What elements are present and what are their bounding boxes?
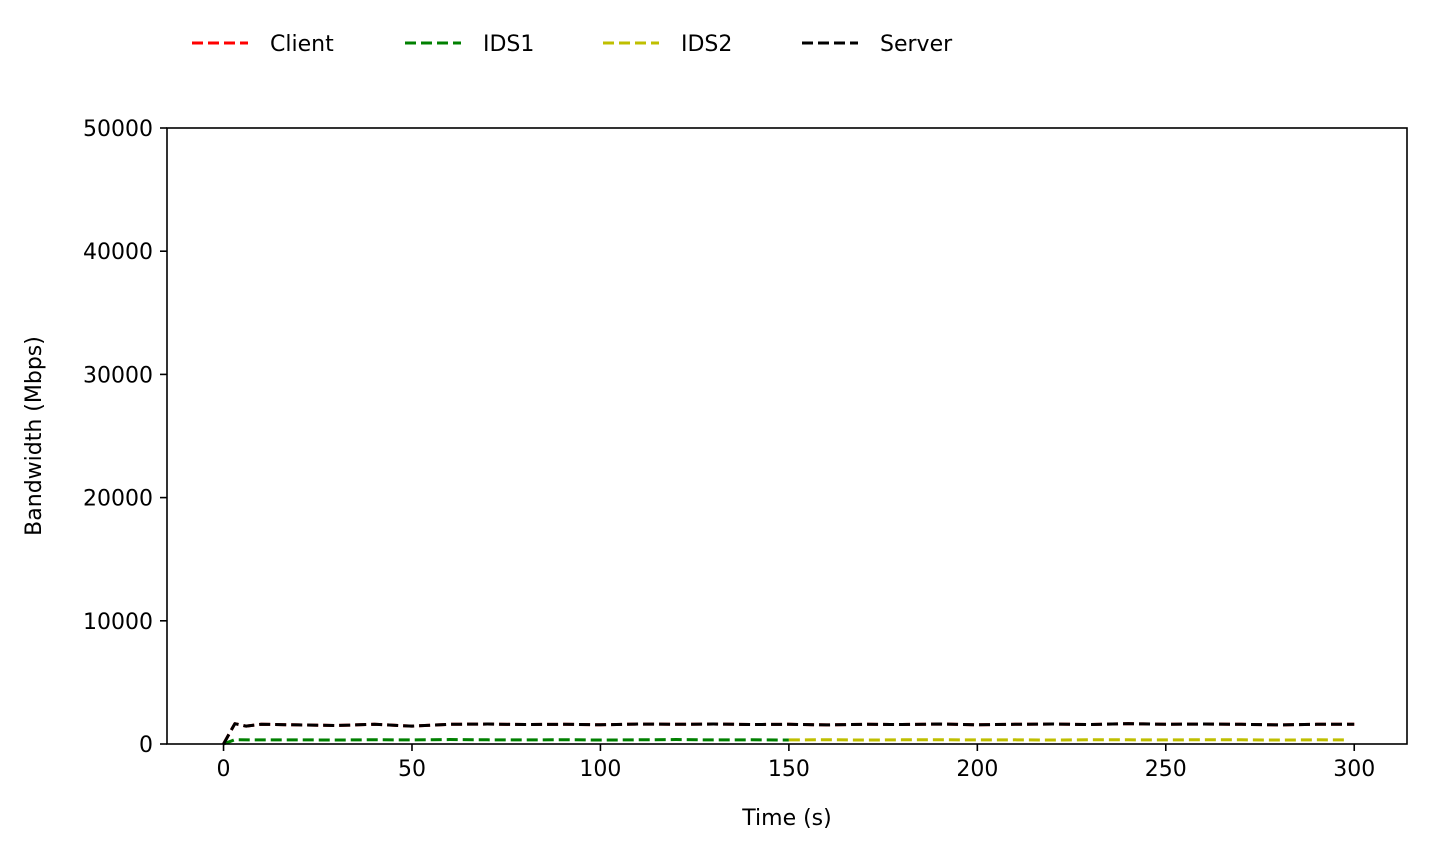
y-tick-label: 30000 bbox=[83, 363, 153, 388]
x-tick-label: 200 bbox=[956, 757, 998, 782]
series-layer bbox=[222, 722, 1355, 746]
y-tick-label: 40000 bbox=[83, 240, 153, 265]
y-tick-label: 0 bbox=[139, 733, 153, 758]
x-tick-label: 100 bbox=[579, 757, 621, 782]
legend-item-client: Client bbox=[192, 32, 334, 57]
series-line-ids1 bbox=[222, 738, 789, 746]
y-axis: 0 10000 20000 30000 40000 50000 bbox=[83, 117, 167, 758]
x-axis-title: Time (s) bbox=[741, 806, 831, 831]
legend-item-ids2: IDS2 bbox=[603, 32, 732, 57]
y-axis-title: Bandwidth (Mbps) bbox=[22, 336, 47, 536]
plot-frame bbox=[166, 127, 1408, 745]
x-tick-label: 150 bbox=[768, 757, 810, 782]
x-tick-label: 50 bbox=[398, 757, 426, 782]
y-tick-label: 10000 bbox=[83, 610, 153, 635]
legend-label: IDS2 bbox=[681, 32, 732, 57]
legend-label: Client bbox=[270, 32, 334, 57]
y-tick-label: 50000 bbox=[83, 117, 153, 142]
x-axis: 0 50 100 150 200 250 300 bbox=[217, 744, 1375, 782]
legend: Client IDS1 IDS2 Server bbox=[192, 32, 953, 57]
x-tick-label: 250 bbox=[1145, 757, 1187, 782]
x-tick-label: 0 bbox=[217, 757, 231, 782]
legend-label: IDS1 bbox=[483, 32, 534, 57]
y-tick-label: 20000 bbox=[83, 487, 153, 512]
series-line-server bbox=[222, 722, 1355, 745]
legend-item-server: Server bbox=[802, 32, 953, 57]
legend-label: Server bbox=[880, 32, 953, 57]
legend-item-ids1: IDS1 bbox=[405, 32, 534, 57]
x-tick-label: 300 bbox=[1333, 757, 1375, 782]
